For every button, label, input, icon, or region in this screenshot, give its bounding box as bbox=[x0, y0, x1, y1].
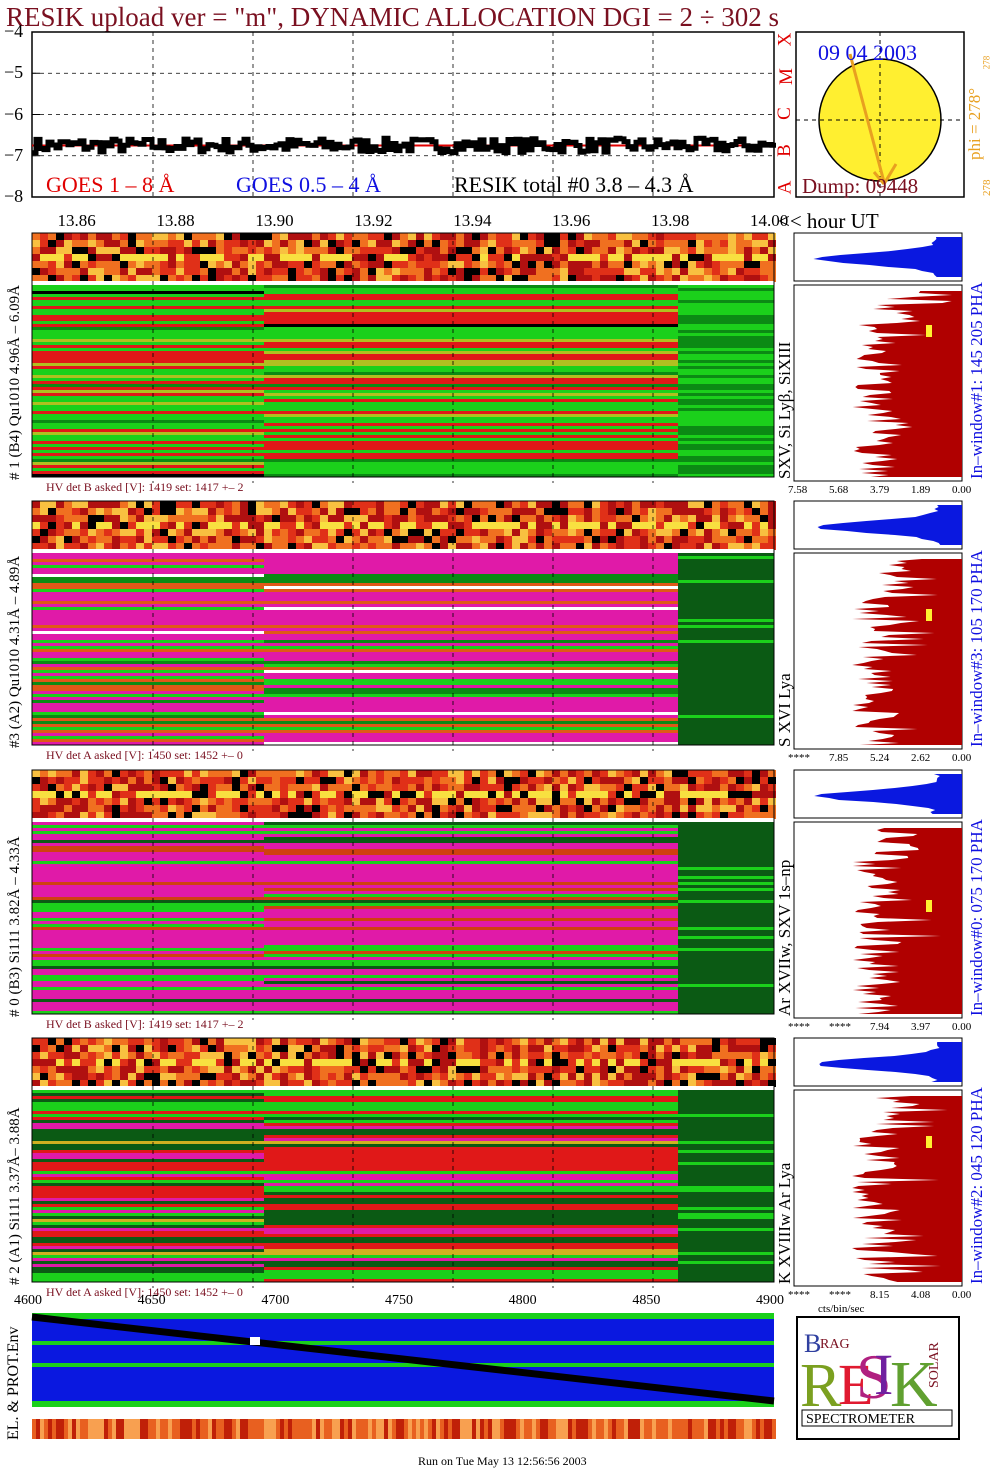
pha-tick: 1.89 bbox=[911, 484, 931, 496]
svg-text:S: S bbox=[856, 1341, 892, 1412]
phi-small-top: 278 bbox=[981, 55, 992, 70]
spectrogram-panel bbox=[31, 232, 776, 483]
svg-text:E: E bbox=[838, 1352, 873, 1417]
legend-goes-05-4: GOES 0.5 – 4 Å bbox=[236, 172, 381, 197]
pha-tick: **** bbox=[829, 1021, 851, 1033]
time-axis-tick: 13.88 bbox=[156, 211, 195, 230]
flare-class-letter: B bbox=[773, 144, 795, 157]
environment-panel bbox=[31, 1313, 776, 1439]
in-window-label: In–window#0: 075 170 PHA bbox=[967, 819, 986, 1016]
svg-text:K: K bbox=[890, 1348, 938, 1421]
pha-tick: 7.94 bbox=[870, 1021, 890, 1033]
pha-tick: **** bbox=[788, 1021, 810, 1033]
svg-text:RAG: RAG bbox=[820, 1337, 850, 1352]
flare-class-letter: M bbox=[775, 68, 797, 85]
bottom-axis-tick: 4700 bbox=[261, 1293, 290, 1308]
pha-tick: 8.15 bbox=[870, 1289, 890, 1301]
line-id-label: Ar XVIIw, SXV 1s–np bbox=[775, 859, 794, 1016]
flare-class-letter: X bbox=[774, 32, 796, 47]
spectrogram-panel bbox=[31, 1037, 776, 1288]
time-axis-tick: 13.92 bbox=[354, 211, 393, 230]
lightcurve-y-tick: −5 bbox=[4, 62, 24, 83]
bottom-axis-tick: 4800 bbox=[508, 1293, 537, 1308]
plot-title: RESIK upload ver = "m", DYNAMIC ALLOCATI… bbox=[6, 2, 780, 32]
lightcurve-panel bbox=[31, 31, 776, 198]
pha-histogram bbox=[793, 500, 963, 750]
footer-run-time: Run on Tue May 13 12:56:56 2003 bbox=[418, 1454, 587, 1468]
lightcurve-y-tick: −7 bbox=[4, 144, 24, 165]
svg-text:B: B bbox=[804, 1329, 821, 1358]
time-axis-tick: 13.94 bbox=[453, 211, 492, 230]
svg-text:R: R bbox=[800, 1352, 842, 1420]
pha-unit: cts/bin/sec bbox=[818, 1303, 865, 1315]
lightcurve-y-tick: −4 bbox=[4, 21, 24, 41]
pha-tick: **** bbox=[788, 752, 810, 764]
pha-tick: 0.00 bbox=[952, 752, 972, 764]
pha-tick: 5.68 bbox=[829, 484, 849, 496]
channel-label: # 0 (B3) Si111 3.82Å – 4.33Å bbox=[7, 836, 23, 1017]
pha-histogram bbox=[793, 769, 963, 1019]
line-id-label: S XVI Lya bbox=[775, 673, 794, 747]
phi-small-bottom: 278 bbox=[981, 179, 993, 197]
legend-goes-1-8: GOES 1 – 8 Å bbox=[46, 172, 175, 197]
pha-histogram bbox=[793, 232, 963, 482]
channel-label: # 2 (A1) Si111 3.37Å– 3.88Å bbox=[7, 1107, 23, 1285]
legend-resik-total: RESIK total #0 3.8 – 4.3 Å bbox=[454, 172, 694, 197]
flare-class-letter: C bbox=[773, 107, 795, 120]
time-axis-tick: 13.90 bbox=[255, 211, 294, 230]
in-window-label: In–window#1: 145 205 PHA bbox=[967, 282, 986, 479]
flare-class-letter: A bbox=[774, 180, 796, 195]
resik-logo: B RAG R E S I K SOLAR SPECTROMETER bbox=[796, 1316, 960, 1440]
sun-disk-panel bbox=[795, 31, 965, 198]
time-axis-tick: 13.96 bbox=[552, 211, 591, 230]
bottom-axis-tick: 4850 bbox=[632, 1293, 661, 1308]
svg-text:SPECTROMETER: SPECTROMETER bbox=[806, 1412, 916, 1427]
hv-status: HV det B asked [V]: 1419 set: 1417 +– 2 bbox=[46, 1017, 244, 1031]
pha-tick: 0.00 bbox=[952, 1289, 972, 1301]
pha-tick: 7.85 bbox=[829, 752, 849, 764]
pha-tick: 0.00 bbox=[952, 1021, 972, 1033]
pha-tick: 3.97 bbox=[911, 1021, 931, 1033]
pha-tick: 0.00 bbox=[952, 484, 972, 496]
phi-angle: phi = 278° bbox=[965, 87, 984, 160]
spectrogram-panel bbox=[31, 769, 776, 1020]
svg-text:SOLAR: SOLAR bbox=[927, 1341, 942, 1388]
bottom-axis-tick: 4900 bbox=[756, 1293, 784, 1308]
svg-text:I: I bbox=[874, 1342, 893, 1407]
time-axis-tick: 13.86 bbox=[57, 211, 96, 230]
in-window-label: In–window#2: 045 120 PHA bbox=[967, 1087, 986, 1284]
pha-tick: 3.79 bbox=[870, 484, 890, 496]
line-id-label: SXV, Si Lyβ, SiXIII bbox=[775, 341, 794, 479]
bottom-axis-tick: 4750 bbox=[385, 1293, 413, 1308]
hv-status: HV det A asked [V]: 1450 set: 1452 +– 0 bbox=[46, 748, 243, 762]
bottom-axis-tick: 4600 bbox=[14, 1293, 42, 1308]
line-id-label: K XVIIIw Ar Lya bbox=[775, 1162, 794, 1284]
hv-status: HV det B asked [V]: 1419 set: 1417 +– 2 bbox=[46, 480, 244, 494]
hv-status: HV det A asked [V]: 1450 set: 1452 +– 0 bbox=[46, 1285, 243, 1299]
dump-number: Dump: 09448 bbox=[802, 174, 919, 198]
time-axis-tick: 13.98 bbox=[651, 211, 690, 230]
sun-date: 09 04 2003 bbox=[818, 40, 917, 65]
in-window-label: In–window#3: 105 170 PHA bbox=[967, 550, 986, 747]
channel-label: #3 (A2) Qu1010 4.31Å – 4.89Å bbox=[7, 555, 23, 748]
pha-histogram bbox=[793, 1037, 963, 1287]
channel-label: # 1 (B4) Qu1010 4.96Å – 6.09Å bbox=[7, 285, 23, 480]
lightcurve-y-tick: −6 bbox=[4, 103, 24, 124]
time-axis-unit: << hour UT bbox=[778, 209, 879, 233]
bottom-axis-tick: 4650 bbox=[137, 1293, 166, 1308]
lightcurve-y-tick: −8 bbox=[4, 186, 24, 206]
pha-tick: 4.08 bbox=[911, 1289, 931, 1301]
env-label: EL. & PROT.Env bbox=[5, 1326, 22, 1440]
pha-tick: 7.58 bbox=[788, 484, 808, 496]
pha-tick: 2.62 bbox=[911, 752, 931, 764]
time-axis-tick: 14.00 bbox=[750, 211, 789, 230]
spectrogram-panel bbox=[31, 500, 776, 751]
pha-tick: **** bbox=[788, 1289, 810, 1301]
pha-tick: **** bbox=[829, 1289, 851, 1301]
resik-logo-art: B RAG R E S I K SOLAR SPECTROMETER bbox=[800, 1329, 953, 1427]
pha-tick: 5.24 bbox=[870, 752, 890, 764]
